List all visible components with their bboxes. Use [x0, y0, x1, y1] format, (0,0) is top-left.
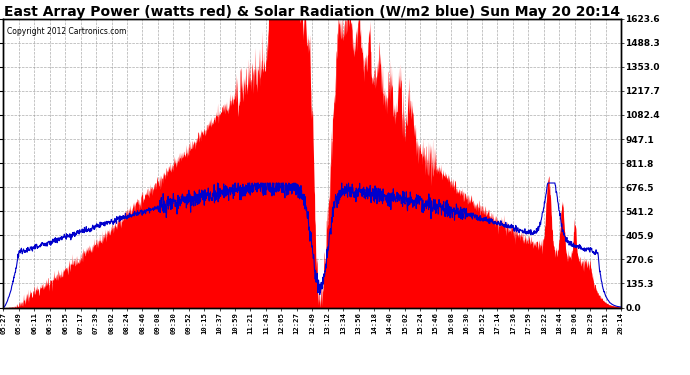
Text: Copyright 2012 Cartronics.com: Copyright 2012 Cartronics.com [6, 27, 126, 36]
Title: East Array Power (watts red) & Solar Radiation (W/m2 blue) Sun May 20 20:14: East Array Power (watts red) & Solar Rad… [4, 5, 620, 19]
